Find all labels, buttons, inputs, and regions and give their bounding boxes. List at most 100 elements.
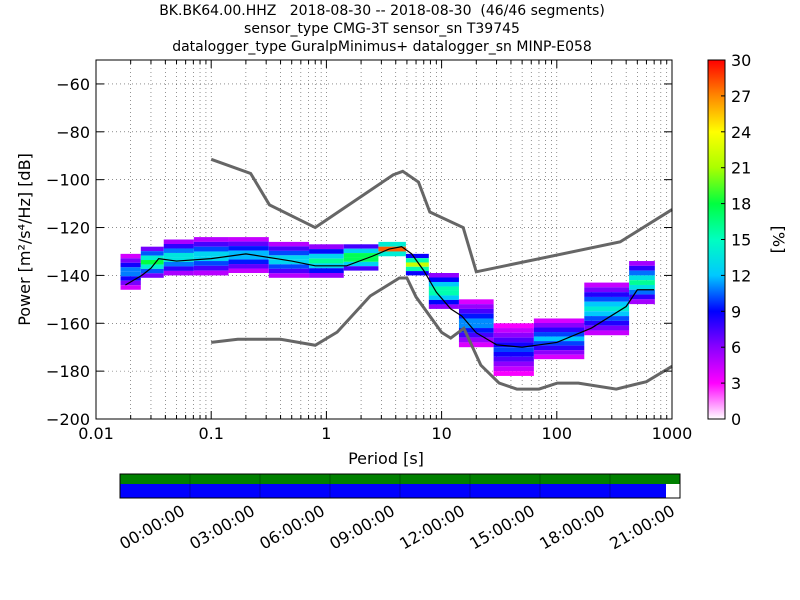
x-tick-label: 0.1 bbox=[198, 424, 223, 443]
psd-cell bbox=[193, 246, 229, 252]
psd-cell bbox=[140, 268, 164, 274]
psd-cell bbox=[458, 342, 494, 348]
psd-cell bbox=[533, 323, 585, 328]
colorbar-tick-label: 30 bbox=[731, 51, 751, 70]
psd-cell bbox=[584, 287, 630, 293]
psd-cell bbox=[493, 342, 534, 348]
psd-cell bbox=[629, 280, 655, 285]
x-axis: 0.01 0.1 1 10 100 1000 Period [s] bbox=[78, 60, 692, 468]
psd-cell bbox=[120, 285, 141, 290]
x-tick-label: 0.01 bbox=[78, 424, 114, 443]
y-tick-label: −100 bbox=[46, 171, 90, 190]
psd-cell bbox=[228, 246, 269, 251]
psd-cell bbox=[120, 271, 141, 277]
psd-cell bbox=[343, 257, 379, 262]
y-tick-label: −140 bbox=[46, 266, 90, 285]
psd-cell bbox=[458, 308, 494, 314]
nhnm-curve bbox=[210, 157, 673, 274]
psd-cell bbox=[493, 328, 534, 333]
psd-cell bbox=[584, 320, 630, 326]
colorbar-label: [%] bbox=[769, 226, 788, 254]
plot-frame bbox=[95, 59, 673, 420]
timeline-bar: 00:00:0003:00:0006:00:0009:00:0012:00:00… bbox=[116, 473, 681, 553]
x-axis-label: Period [s] bbox=[348, 449, 424, 468]
psd-cell bbox=[533, 354, 585, 360]
psd-cell bbox=[228, 264, 269, 269]
psd-cell bbox=[584, 325, 630, 331]
colorbar-tick-label: 3 bbox=[731, 374, 741, 393]
timeline-tick-label: 06:00:00 bbox=[256, 501, 328, 553]
psd-cell bbox=[268, 264, 310, 269]
psd-cell bbox=[163, 243, 194, 249]
colorbar-tick-label: 24 bbox=[731, 123, 751, 142]
psd-cell bbox=[193, 265, 229, 271]
x-tick-label: 1000 bbox=[652, 424, 693, 443]
psd-cell bbox=[268, 268, 310, 274]
psd-cell bbox=[405, 253, 429, 259]
psd-cell bbox=[405, 262, 429, 267]
psd-cell bbox=[343, 266, 379, 271]
timeline-tick-label: 09:00:00 bbox=[326, 501, 398, 553]
psd-cell bbox=[309, 258, 344, 264]
psd-cell bbox=[163, 257, 194, 262]
y-axis-label: Power [m²/s⁴/Hz] [dB] bbox=[15, 153, 34, 326]
psd-cell bbox=[163, 248, 194, 253]
psd-cell bbox=[228, 255, 269, 260]
psd-cell bbox=[629, 270, 655, 276]
psd-cell bbox=[193, 270, 229, 276]
psd-cell bbox=[428, 295, 459, 300]
psd-cell bbox=[584, 311, 630, 317]
y-tick-label: −160 bbox=[46, 314, 90, 333]
psd-cell bbox=[120, 262, 141, 268]
nlnm-curve bbox=[211, 276, 673, 391]
psd-cell bbox=[309, 244, 344, 250]
psd-cell bbox=[228, 259, 269, 265]
psd-cell bbox=[458, 328, 494, 333]
psd-cell bbox=[629, 284, 655, 290]
psd-cell bbox=[458, 299, 494, 305]
psd-cell bbox=[140, 260, 164, 265]
psd-cell bbox=[533, 341, 585, 346]
psd-cell bbox=[140, 273, 164, 278]
psd-histogram bbox=[120, 237, 655, 376]
psd-cell bbox=[120, 276, 141, 281]
psd-cell bbox=[533, 336, 585, 342]
psd-cell bbox=[405, 258, 429, 263]
y-tick-label: −180 bbox=[46, 362, 90, 381]
psd-cell bbox=[140, 255, 164, 261]
psd-cell bbox=[458, 304, 494, 309]
psd-cell bbox=[193, 251, 229, 257]
psd-cell bbox=[533, 345, 585, 351]
psd-cell bbox=[428, 299, 459, 305]
title-line-1: BK.BK64.00.HHZ 2018-08-30 -- 2018-08-30 … bbox=[159, 3, 605, 19]
psd-cell bbox=[268, 255, 310, 260]
psd-cell bbox=[343, 244, 379, 249]
psd-cell bbox=[120, 253, 141, 259]
plot-area: 0.01 0.1 1 10 100 1000 Period [s] −60 −80 −100 −12… bbox=[15, 59, 692, 468]
psd-cell bbox=[458, 332, 494, 338]
y-tick-label: −120 bbox=[46, 219, 90, 238]
psd-cell bbox=[163, 252, 194, 258]
psd-cell bbox=[493, 323, 534, 329]
psd-cell bbox=[629, 265, 655, 271]
y-tick-label: −80 bbox=[56, 123, 90, 142]
psd-cell bbox=[268, 259, 310, 265]
psd-cell bbox=[268, 250, 310, 256]
psd-cell bbox=[493, 366, 534, 372]
psd-cell bbox=[493, 347, 534, 352]
psd-cell bbox=[584, 292, 630, 297]
psd-cell bbox=[629, 289, 655, 295]
colorbar-tick-label: 6 bbox=[731, 338, 741, 357]
psd-cell bbox=[343, 261, 379, 267]
colorbar-tick-label: 9 bbox=[731, 302, 741, 321]
psd-cell bbox=[120, 267, 141, 272]
psd-cell bbox=[493, 351, 534, 357]
psd-cell bbox=[378, 241, 406, 247]
psd-cell bbox=[343, 253, 379, 258]
timeline-tick-label: 21:00:00 bbox=[606, 501, 678, 553]
psd-cell bbox=[584, 330, 630, 336]
psd-cell bbox=[140, 246, 164, 252]
timeline-tick-label: 03:00:00 bbox=[186, 501, 258, 553]
title-line-2: sensor_type CMG-3T sensor_sn T39745 bbox=[244, 21, 520, 37]
